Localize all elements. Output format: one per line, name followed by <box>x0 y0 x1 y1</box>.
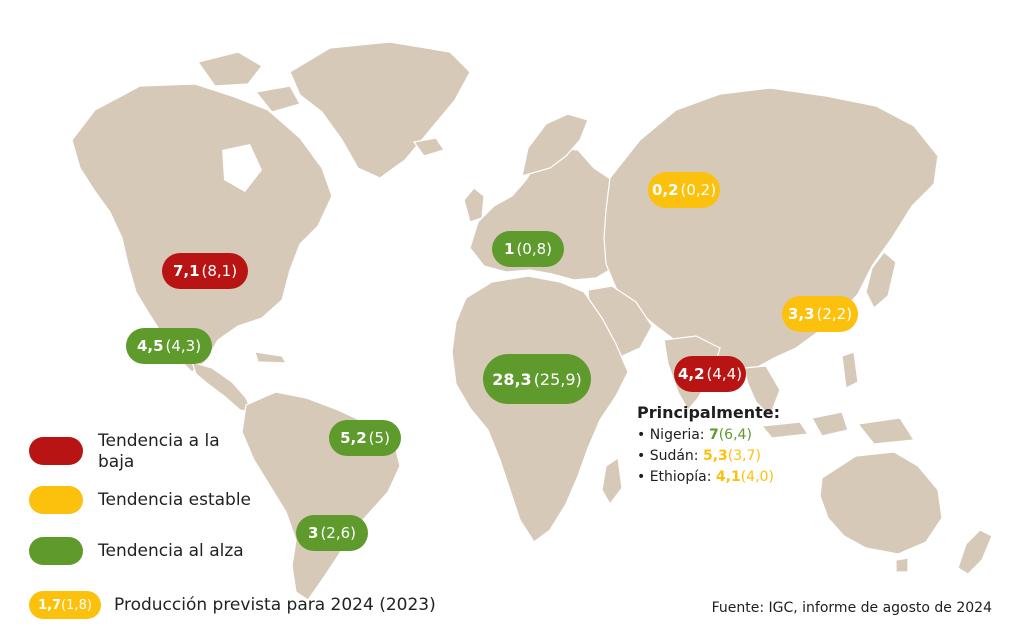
brazil-production-pill: 5,2 (5) <box>329 420 401 456</box>
arctic-islands-land <box>197 51 263 87</box>
russia-production-pill: 0,2 (0,2) <box>648 172 720 208</box>
breakdown-value: 4,1 <box>715 469 741 485</box>
brazil-value: 5,2 <box>340 429 367 447</box>
indonesia-land-2 <box>811 411 849 437</box>
arctic-islands-land-2 <box>254 85 301 113</box>
legend-example-value: 1,7 <box>38 597 62 613</box>
europe-production-pill: 1 (0,8) <box>492 231 564 267</box>
legend-example-pill: 1,7 (1,8) <box>29 591 101 619</box>
breakdown-previous: (4,0) <box>740 469 774 485</box>
breakdown-row-nigeria: • Nigeria: 7(6,4) <box>637 425 780 446</box>
scandinavia-land <box>521 113 589 177</box>
mexico-production-pill: 4,5 (4,3) <box>126 328 212 364</box>
asia-land <box>603 87 939 371</box>
breakdown-label: • Sudán: <box>637 448 699 464</box>
breakdown-row-ethiopia: • Ethiopía: 4,1(4,0) <box>637 467 780 488</box>
madagascar-land <box>601 456 623 506</box>
legend-example-label: Producción prevista para 2024 (2023) <box>114 595 436 615</box>
china-previous: (2,2) <box>816 305 853 323</box>
australia-land <box>819 451 943 555</box>
central-america-land <box>191 361 253 413</box>
legend-swatch-stable <box>29 486 83 514</box>
argentina-value: 3 <box>308 524 319 542</box>
legend-label-down: Tendencia a la baja <box>98 431 220 472</box>
indonesia-land <box>760 421 810 439</box>
breakdown-label: • Nigeria: <box>637 427 705 443</box>
legend-swatch-up <box>29 537 83 565</box>
source-note: Fuente: IGC, informe de agosto de 2024 <box>711 600 992 616</box>
india-value: 4,2 <box>677 365 705 383</box>
russia-value: 0,2 <box>651 181 679 199</box>
legend-label-stable: Tendencia estable <box>98 490 252 510</box>
tasmania-land <box>895 557 909 573</box>
breakdown-title: Principalmente: <box>637 403 781 422</box>
africa-production-pill: 28,3 (25,9) <box>483 354 591 404</box>
brazil-previous: (5) <box>368 429 390 447</box>
breakdown-value: 5,3 <box>702 448 728 464</box>
mexico-previous: (4,3) <box>165 337 202 355</box>
new-zealand-land <box>957 529 993 575</box>
north-america-land <box>71 83 333 373</box>
china-production-pill: 3,3 (2,2) <box>782 296 858 332</box>
europe-previous: (0,8) <box>516 240 552 258</box>
legend-label-up: Tendencia al alza <box>98 541 244 561</box>
legend-example-previous: (1,8) <box>61 597 92 613</box>
iceland-land <box>412 137 445 157</box>
mexico-value: 4,5 <box>136 337 164 355</box>
breakdown-label: • Ethiopía: <box>637 469 712 485</box>
africa-value: 28,3 <box>492 369 532 389</box>
argentina-production-pill: 3 (2,6) <box>296 515 368 551</box>
southeast-asia-land <box>743 365 781 418</box>
china-value: 3,3 <box>787 305 815 323</box>
india-production-pill: 4,2 (4,4) <box>674 356 746 392</box>
usa-previous: (8,1) <box>201 262 238 280</box>
africa-land <box>451 275 629 543</box>
africa-previous: (25,9) <box>533 369 582 389</box>
british-isles-land <box>463 187 485 223</box>
russia-previous: (0,2) <box>680 181 717 199</box>
usa-production-pill: 7,1 (8,1) <box>162 253 248 289</box>
legend-swatch-down <box>29 437 83 465</box>
philippines-land <box>841 351 859 389</box>
new-guinea-land <box>856 417 916 445</box>
europe-value: 1 <box>504 240 515 258</box>
india-previous: (4,4) <box>706 365 743 383</box>
argentina-previous: (2,6) <box>320 524 356 542</box>
breakdown-previous: (6,4) <box>718 427 752 443</box>
japan-land <box>865 251 897 309</box>
breakdown-value: 7 <box>708 427 719 443</box>
breakdown-row-sudan: • Sudán: 5,3(3,7) <box>637 446 780 467</box>
africa-breakdown: Principalmente: • Nigeria: 7(6,4) • Sudá… <box>637 403 780 488</box>
caribbean-land <box>254 351 288 364</box>
greenland-land <box>289 41 471 179</box>
usa-value: 7,1 <box>172 262 200 280</box>
breakdown-previous: (3,7) <box>727 448 761 464</box>
